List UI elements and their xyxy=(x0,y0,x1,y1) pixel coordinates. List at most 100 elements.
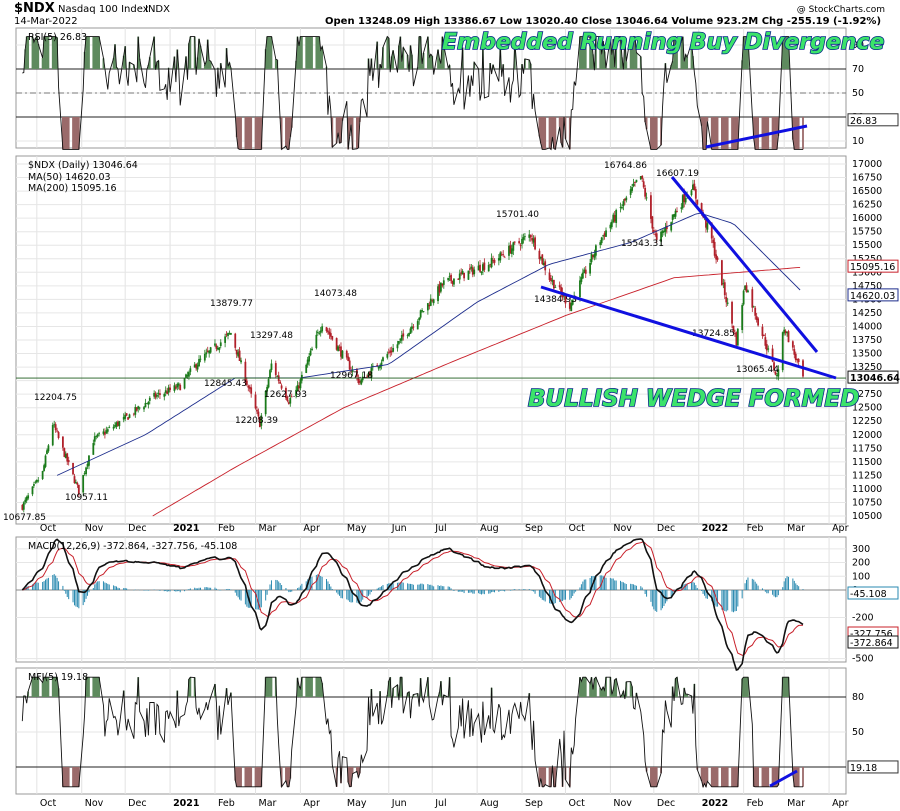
price-candle-body xyxy=(570,302,573,311)
price-candle-body xyxy=(196,365,199,370)
macd-value-label-box xyxy=(847,635,899,649)
price-candle-body xyxy=(706,223,709,230)
price-candle-body xyxy=(519,245,522,247)
price-candle-body xyxy=(176,383,179,388)
price-candle-body xyxy=(67,460,70,463)
price-candle-body xyxy=(490,257,493,268)
price-candle-body xyxy=(321,326,324,332)
price-candle-body xyxy=(27,495,30,499)
price-candle-body xyxy=(309,350,312,356)
price-candle-body xyxy=(440,282,442,292)
macd-y-tick: 100 xyxy=(852,571,870,582)
price-candle-body xyxy=(483,262,486,270)
price-candle-body xyxy=(256,409,258,412)
price-candle-body xyxy=(311,348,313,351)
price-candle-body xyxy=(742,290,745,305)
price-candle-body xyxy=(632,183,635,187)
price-candle-body xyxy=(665,225,668,230)
macd-value-label: -45.108 xyxy=(850,589,887,600)
price-candle-body xyxy=(203,353,206,361)
x-tick-label: Apr xyxy=(832,523,849,534)
price-candle-body xyxy=(503,256,506,258)
price-candle-body xyxy=(185,374,187,378)
x-tick-label: Oct xyxy=(40,798,57,809)
price-candle-body xyxy=(641,175,644,179)
x-tick-label: Jun xyxy=(391,523,407,534)
price-candle-body xyxy=(512,242,515,251)
x-tick-label: Aug xyxy=(480,523,499,534)
price-candle-body xyxy=(199,358,202,360)
price-candle-body xyxy=(124,414,127,419)
price-candle-body xyxy=(96,434,99,437)
price-candle-body xyxy=(735,332,738,346)
x-tick-label: Aug xyxy=(480,798,499,809)
price-candle-body xyxy=(56,430,59,432)
price-candle-body xyxy=(156,395,158,397)
price-candle-body xyxy=(584,269,587,274)
price-candle-body xyxy=(286,396,289,402)
price-y-tick: 16000 xyxy=(852,213,882,224)
macd-title: MACD(12,26,9) -372.864, -327.756, -45.10… xyxy=(28,541,237,552)
price-candle-body xyxy=(741,305,744,330)
mfi-line xyxy=(21,676,803,789)
price-candle-body xyxy=(164,390,167,393)
price-candle-body xyxy=(694,189,697,199)
price-candle-body xyxy=(247,385,250,388)
x-tick-label: Apr xyxy=(303,798,320,809)
price-y-tick: 17000 xyxy=(852,159,882,170)
price-candle-body xyxy=(289,397,292,404)
price-candle-body xyxy=(179,385,182,391)
price-candle-body xyxy=(234,333,237,348)
price-candle-body xyxy=(379,365,381,368)
price-candle-body xyxy=(257,411,260,417)
price-candle-body xyxy=(416,321,419,330)
symbol-exchange: INDX xyxy=(145,4,170,15)
price-candle-body xyxy=(108,427,111,429)
macd-y-tick: 200 xyxy=(852,558,870,569)
price-candle-body xyxy=(274,363,277,376)
price-candle-body xyxy=(406,335,409,336)
price-candle-body xyxy=(712,239,715,244)
price-candle-body xyxy=(214,343,216,346)
x-tick-label: Nov xyxy=(613,798,632,809)
price-candle-body xyxy=(451,280,454,285)
price-candle-body xyxy=(327,330,329,333)
price-candle-body xyxy=(189,368,192,372)
price-y-tick: 12750 xyxy=(852,389,882,400)
price-candle-body xyxy=(705,218,707,228)
ma200-last-value-box xyxy=(847,259,899,273)
mfi-y-tick: 50 xyxy=(852,727,864,738)
x-tick-label: 2021 xyxy=(173,523,199,534)
price-candle-body xyxy=(118,421,121,427)
price-candle-body xyxy=(357,377,360,383)
price-data-label: 12204.75 xyxy=(34,393,77,403)
price-candle-body xyxy=(502,254,505,256)
price-candle-body xyxy=(325,327,328,332)
price-candle-body xyxy=(269,370,271,378)
axis-ticks: Oct Oct Nov Nov Dec Dec 2021 2021 Feb Feb Mar Mar Ap… xyxy=(40,40,882,809)
macd-value-label-box xyxy=(847,586,899,600)
price-candle-body xyxy=(460,272,463,274)
price-candle-body xyxy=(24,499,27,503)
price-candle-body xyxy=(95,436,98,437)
price-candle-body xyxy=(422,311,425,312)
price-candle-body xyxy=(568,302,571,309)
price-candle-body xyxy=(532,238,535,243)
price-candle-body xyxy=(787,331,790,343)
price-candle-body xyxy=(482,264,484,271)
price-candle-body xyxy=(218,347,221,350)
price-candle-body xyxy=(589,262,591,274)
price-candle-body xyxy=(389,350,392,353)
price-candle-body xyxy=(563,295,565,297)
ma50-last-value-box xyxy=(847,288,899,302)
price-candle-body xyxy=(106,429,109,432)
x-tick-label: Oct xyxy=(40,523,57,534)
price-candle-body xyxy=(602,235,605,237)
price-candle-body xyxy=(360,379,363,385)
price-candle-body xyxy=(723,282,726,296)
price-candle-body xyxy=(544,261,547,271)
price-candle-body xyxy=(652,230,655,233)
price-candle-body xyxy=(432,299,435,304)
x-tick-label: Feb xyxy=(218,523,235,534)
price-candle-body xyxy=(786,331,788,334)
